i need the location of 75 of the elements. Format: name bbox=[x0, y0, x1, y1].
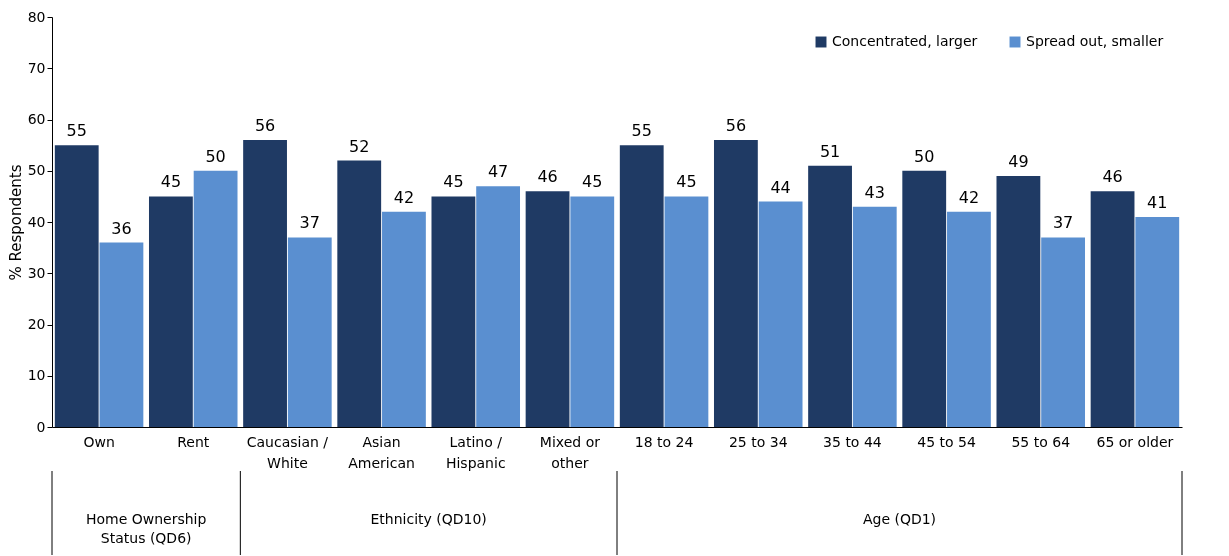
data-label: 55 bbox=[631, 121, 652, 141]
data-label: 42 bbox=[393, 187, 415, 207]
data-label: 50 bbox=[914, 146, 935, 166]
data-label: 37 bbox=[299, 213, 320, 233]
data-label: 56 bbox=[725, 116, 747, 135]
y-tick-label: 10 bbox=[27, 367, 46, 384]
data-label: 43 bbox=[864, 182, 885, 202]
data-label: 36 bbox=[111, 218, 132, 238]
x-tick-label: Rent bbox=[177, 433, 210, 450]
bar bbox=[1041, 237, 1086, 427]
x-tick-label: Latino / Hispanic bbox=[445, 433, 506, 471]
data-label: 55 bbox=[66, 121, 87, 141]
data-label: 45 bbox=[582, 172, 603, 192]
bar bbox=[243, 140, 287, 427]
bar bbox=[382, 211, 426, 427]
legend-label: Concentrated, larger bbox=[832, 33, 978, 49]
y-axis-title: % Respondents bbox=[6, 164, 25, 281]
data-label: 44 bbox=[770, 177, 791, 197]
bar bbox=[431, 196, 476, 427]
bar bbox=[713, 140, 758, 427]
bar bbox=[148, 196, 193, 427]
data-label: 52 bbox=[349, 136, 370, 156]
bar bbox=[570, 196, 615, 427]
y-tick-label: 60 bbox=[27, 111, 46, 127]
x-tick-label: 65 or older bbox=[1096, 433, 1174, 450]
bar bbox=[337, 160, 382, 427]
y-tick-label: 50 bbox=[27, 162, 46, 179]
bar bbox=[808, 165, 852, 427]
y-tick-label: 0 bbox=[36, 418, 46, 435]
data-label: 42 bbox=[958, 187, 980, 207]
x-tick-label: 18 to 24 bbox=[634, 433, 694, 450]
data-label: 51 bbox=[819, 141, 841, 161]
bar bbox=[287, 237, 332, 427]
data-label: 37 bbox=[1052, 213, 1074, 233]
bar bbox=[525, 191, 570, 427]
x-tick-label: Caucasian / White bbox=[246, 433, 329, 471]
text: Home Ownership Status (QD6) bbox=[85, 511, 207, 546]
x-tick-label: 25 to 34 bbox=[728, 433, 788, 450]
y-tick-label: 30 bbox=[27, 264, 46, 281]
data-label: 45 bbox=[676, 172, 697, 192]
bar bbox=[1090, 191, 1135, 427]
data-label: 50 bbox=[205, 146, 226, 166]
x-tick-label: 55 to 64 bbox=[1011, 433, 1071, 450]
bar bbox=[54, 145, 99, 427]
bar bbox=[758, 201, 803, 427]
bar bbox=[476, 186, 521, 427]
legend-label: Spread out, smaller bbox=[1026, 33, 1164, 49]
data-label: 45 bbox=[443, 172, 464, 192]
bar bbox=[99, 242, 144, 427]
bar bbox=[996, 175, 1041, 427]
data-label: 46 bbox=[537, 167, 558, 187]
data-label: 46 bbox=[1102, 167, 1123, 187]
data-label: 49 bbox=[1008, 151, 1029, 171]
data-label: 47 bbox=[487, 162, 509, 182]
x-tick-label: Mixed or other bbox=[539, 433, 601, 471]
x-tick-label: Own bbox=[83, 433, 115, 450]
x-tick-label: Asian American bbox=[348, 433, 415, 471]
data-label: 56 bbox=[254, 116, 276, 135]
text: Ethnicity (QD10) bbox=[370, 511, 487, 527]
bar bbox=[193, 170, 238, 427]
bar bbox=[947, 211, 991, 427]
y-tick-label: 40 bbox=[27, 213, 46, 230]
data-label: 41 bbox=[1147, 192, 1168, 212]
bar bbox=[664, 196, 709, 427]
x-tick-label: 35 to 44 bbox=[823, 433, 882, 450]
text: Age (QD1) bbox=[862, 511, 937, 527]
y-tick-label: 80 bbox=[27, 8, 46, 25]
bar bbox=[1135, 216, 1180, 427]
x-tick-label: 45 to 54 bbox=[917, 433, 976, 450]
y-tick-label: 20 bbox=[27, 316, 46, 332]
data-label: 45 bbox=[160, 172, 182, 192]
bar bbox=[902, 170, 947, 427]
y-tick-label: 70 bbox=[27, 59, 46, 76]
bar bbox=[852, 206, 897, 427]
bar bbox=[619, 145, 664, 427]
